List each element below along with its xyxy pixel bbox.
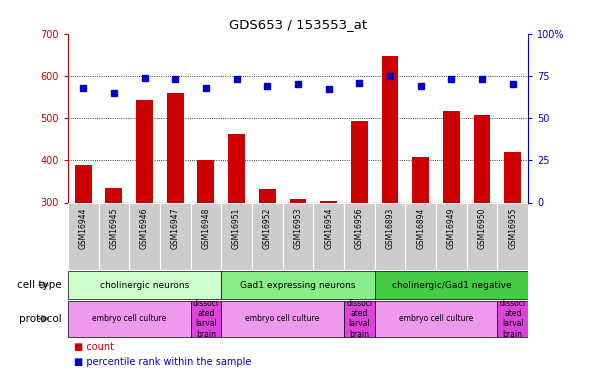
Bar (129, 202, 160, 270)
Bar (375, 202, 405, 270)
Title: GDS653 / 153553_at: GDS653 / 153553_at (229, 18, 367, 31)
Text: GSM16948: GSM16948 (201, 208, 211, 249)
Text: GSM16893: GSM16893 (385, 208, 395, 249)
Bar (68, 271, 221, 299)
Text: GSM16947: GSM16947 (171, 208, 180, 249)
Text: GSM16894: GSM16894 (416, 208, 425, 249)
Bar (221, 202, 252, 270)
Bar (375, 271, 528, 299)
Bar (443, 111, 460, 202)
Text: protocol: protocol (19, 314, 62, 324)
Text: dissoci
ated
larval
brain: dissoci ated larval brain (346, 298, 372, 339)
Bar (351, 121, 368, 202)
Text: cholinergic neurons: cholinergic neurons (100, 280, 189, 290)
Bar (344, 301, 375, 337)
Bar (283, 202, 313, 270)
Text: GSM16946: GSM16946 (140, 208, 149, 249)
Bar (320, 201, 337, 202)
Text: cell type: cell type (17, 280, 62, 290)
Text: dissoci
ated
larval
brain: dissoci ated larval brain (193, 298, 219, 339)
Bar (504, 152, 521, 202)
Text: GSM16954: GSM16954 (324, 208, 333, 249)
Text: dissoci
ated
larval
brain: dissoci ated larval brain (500, 298, 526, 339)
Bar (290, 199, 306, 202)
Bar (221, 271, 375, 299)
Text: GSM16952: GSM16952 (263, 208, 272, 249)
Text: GSM16945: GSM16945 (109, 208, 119, 249)
Bar (412, 157, 429, 203)
Bar (405, 202, 436, 270)
Bar (136, 100, 153, 202)
Bar (75, 165, 91, 202)
Text: GSM16944: GSM16944 (78, 208, 88, 249)
Bar (191, 301, 221, 337)
Bar (313, 202, 344, 270)
Text: GSM16955: GSM16955 (508, 208, 517, 249)
Bar (474, 115, 490, 202)
Bar (68, 301, 191, 337)
Text: embryo cell culture: embryo cell culture (92, 314, 166, 323)
Bar (191, 202, 221, 270)
Bar (68, 202, 99, 270)
Text: ■ percentile rank within the sample: ■ percentile rank within the sample (74, 357, 251, 367)
Text: ■ count: ■ count (74, 342, 114, 352)
Bar (252, 202, 283, 270)
Bar (228, 134, 245, 202)
Bar (344, 202, 375, 270)
Bar (259, 189, 276, 202)
Bar (375, 301, 497, 337)
Text: GSM16951: GSM16951 (232, 208, 241, 249)
Bar (467, 202, 497, 270)
Bar (198, 160, 214, 202)
Bar (167, 93, 183, 202)
Text: cholinergic/Gad1 negative: cholinergic/Gad1 negative (392, 280, 511, 290)
Bar (436, 202, 467, 270)
Bar (221, 301, 344, 337)
Bar (497, 202, 528, 270)
Bar (497, 301, 528, 337)
Bar (160, 202, 191, 270)
Text: embryo cell culture: embryo cell culture (245, 314, 320, 323)
Text: GSM16949: GSM16949 (447, 208, 456, 249)
Bar (99, 202, 129, 270)
Text: GSM16953: GSM16953 (293, 208, 303, 249)
Bar (106, 188, 122, 202)
Text: embryo cell culture: embryo cell culture (399, 314, 473, 323)
Bar (382, 56, 398, 202)
Text: GSM16950: GSM16950 (477, 208, 487, 249)
Text: GSM16956: GSM16956 (355, 208, 364, 249)
Text: Gad1 expressing neurons: Gad1 expressing neurons (240, 280, 356, 290)
